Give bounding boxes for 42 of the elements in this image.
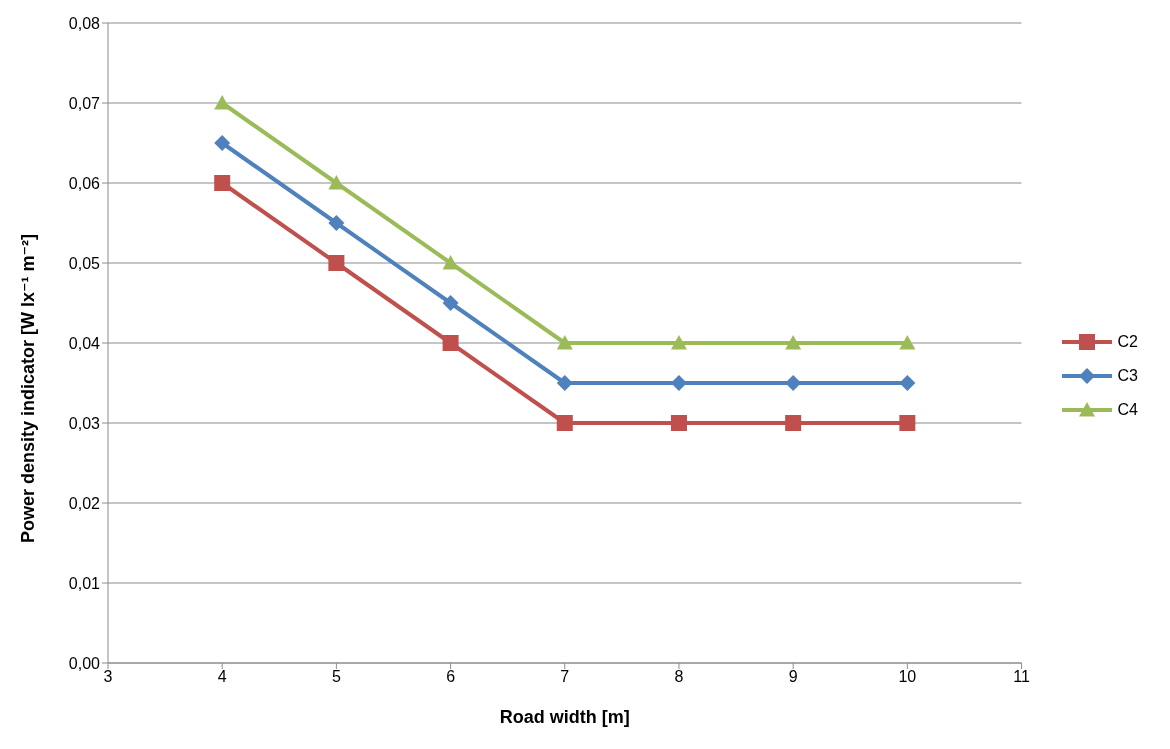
x-tick-label: 6 [446, 668, 456, 686]
y-tick-label: 0,02 [68, 494, 101, 512]
point [328, 215, 345, 231]
point [214, 175, 231, 191]
point [556, 415, 573, 431]
x-tick-label: 5 [331, 668, 341, 686]
y-tick-label: 0,00 [68, 654, 101, 672]
point [785, 415, 802, 431]
point [328, 255, 345, 271]
y-axis-title: Power density indicator [W lx⁻¹ m⁻²] [18, 233, 39, 543]
y-tick-label: 0,01 [68, 574, 101, 592]
y-tick-label: 0,03 [68, 414, 101, 432]
point [442, 255, 459, 270]
point [214, 95, 231, 110]
point [899, 415, 916, 431]
y-tick-label: 0,05 [68, 254, 101, 272]
point [899, 335, 916, 350]
point [442, 295, 459, 311]
point [785, 335, 802, 350]
point [899, 375, 916, 391]
legend-label: C3 [1117, 366, 1138, 385]
x-tick-label: 4 [217, 668, 227, 686]
x-tick-label: 8 [674, 668, 684, 686]
legend-label: C2 [1117, 332, 1138, 351]
legend-label: C4 [1117, 400, 1138, 419]
y-tick-label: 0,08 [68, 14, 101, 32]
point [670, 335, 687, 350]
y-tick-label: 0,06 [68, 174, 101, 192]
x-tick-label: 9 [788, 668, 798, 686]
y-tick-label: 0,04 [68, 334, 101, 352]
point [556, 335, 573, 350]
x-axis-title: Road width [m] [499, 707, 630, 727]
point [670, 415, 687, 431]
x-tick-label: 7 [560, 668, 570, 686]
x-tick-label: 10 [898, 668, 917, 686]
point [442, 335, 459, 351]
point [328, 175, 345, 190]
x-tick-label: 3 [103, 668, 113, 686]
point [556, 375, 573, 391]
point [214, 135, 231, 151]
x-tick-label: 11 [1013, 668, 1030, 686]
y-tick-label: 0,07 [68, 94, 101, 112]
